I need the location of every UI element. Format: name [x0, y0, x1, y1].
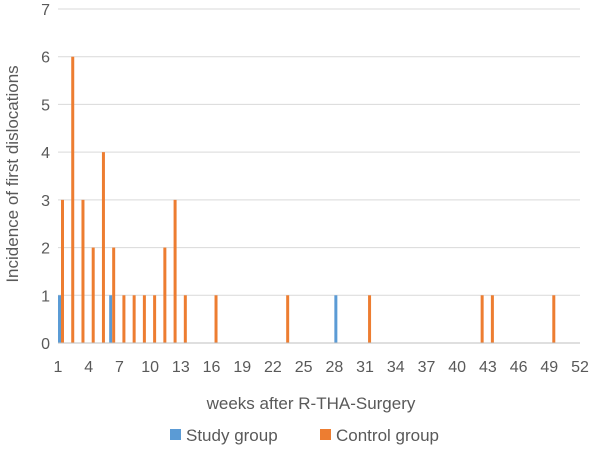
control-bar-week-42	[480, 295, 484, 343]
x-tick-label-28: 28	[325, 359, 343, 376]
gridlines	[58, 8, 580, 296]
bars	[58, 56, 556, 343]
x-tick-label-34: 34	[387, 359, 405, 376]
control-bar-week-6	[112, 247, 116, 343]
x-tick-label-16: 16	[203, 359, 221, 376]
legend-label-study: Study group	[186, 426, 278, 445]
control-bar-week-2	[71, 56, 75, 343]
y-tick-label-6: 6	[41, 50, 50, 67]
control-bar-week-3	[81, 199, 85, 343]
x-tick-label-22: 22	[264, 359, 282, 376]
x-axis-title: weeks after R-THA-Surgery	[206, 394, 416, 413]
y-tick-label-5: 5	[41, 97, 50, 114]
x-tick-label-40: 40	[448, 359, 466, 376]
x-tick-label-43: 43	[479, 359, 497, 376]
x-tick-label-49: 49	[540, 359, 558, 376]
control-bar-week-8	[132, 295, 136, 343]
study-bar-week-6	[109, 295, 113, 343]
x-tick-label-46: 46	[510, 359, 528, 376]
control-bar-week-11	[163, 247, 167, 343]
control-bar-week-16	[214, 295, 218, 343]
legend-swatch-control	[320, 429, 331, 440]
x-tick-label-25: 25	[295, 359, 313, 376]
control-bar-week-1	[61, 199, 64, 343]
x-tick-label-1: 1	[54, 359, 63, 376]
x-tick-label-31: 31	[356, 359, 374, 376]
control-bar-week-7	[122, 295, 126, 343]
y-tick-labels: 0 1 2 3 4 5 6 7	[41, 2, 50, 353]
control-bar-week-4	[91, 247, 95, 343]
x-tick-label-10: 10	[141, 359, 159, 376]
x-tick-label-19: 19	[233, 359, 251, 376]
y-tick-label-1: 1	[41, 288, 50, 305]
study-bar-week-28	[334, 295, 338, 343]
control-bar-week-10	[153, 295, 157, 343]
control-bar-week-9	[142, 295, 146, 343]
x-tick-label-13: 13	[172, 359, 190, 376]
control-bar-week-23	[286, 295, 290, 343]
control-bar-week-43	[490, 295, 494, 343]
control-bar-week-31	[368, 295, 372, 343]
study-bar-week-1	[58, 295, 61, 343]
x-tick-labels: 1 4 7 10 13 16 19 22 25 28 31 34 37 40 43 46 49 52	[54, 359, 589, 376]
control-bar-week-5	[101, 152, 105, 343]
legend-swatch-study	[170, 429, 181, 440]
control-bar-week-13	[183, 295, 187, 343]
x-tick-label-37: 37	[418, 359, 436, 376]
legend-label-control: Control group	[336, 426, 439, 445]
x-tick-label-52: 52	[571, 359, 589, 376]
y-tick-label-4: 4	[41, 145, 50, 162]
legend: Study group Control group	[170, 426, 439, 445]
control-bar-week-49	[552, 295, 556, 343]
control-bar-week-12	[173, 199, 177, 343]
y-tick-label-7: 7	[41, 2, 50, 19]
x-tick-label-7: 7	[115, 359, 124, 376]
y-axis-title: Incidence of first dislocations	[3, 65, 22, 282]
y-tick-label-3: 3	[41, 193, 50, 210]
y-tick-label-2: 2	[41, 241, 50, 258]
y-tick-label-0: 0	[41, 336, 50, 353]
x-tick-label-4: 4	[84, 359, 93, 376]
